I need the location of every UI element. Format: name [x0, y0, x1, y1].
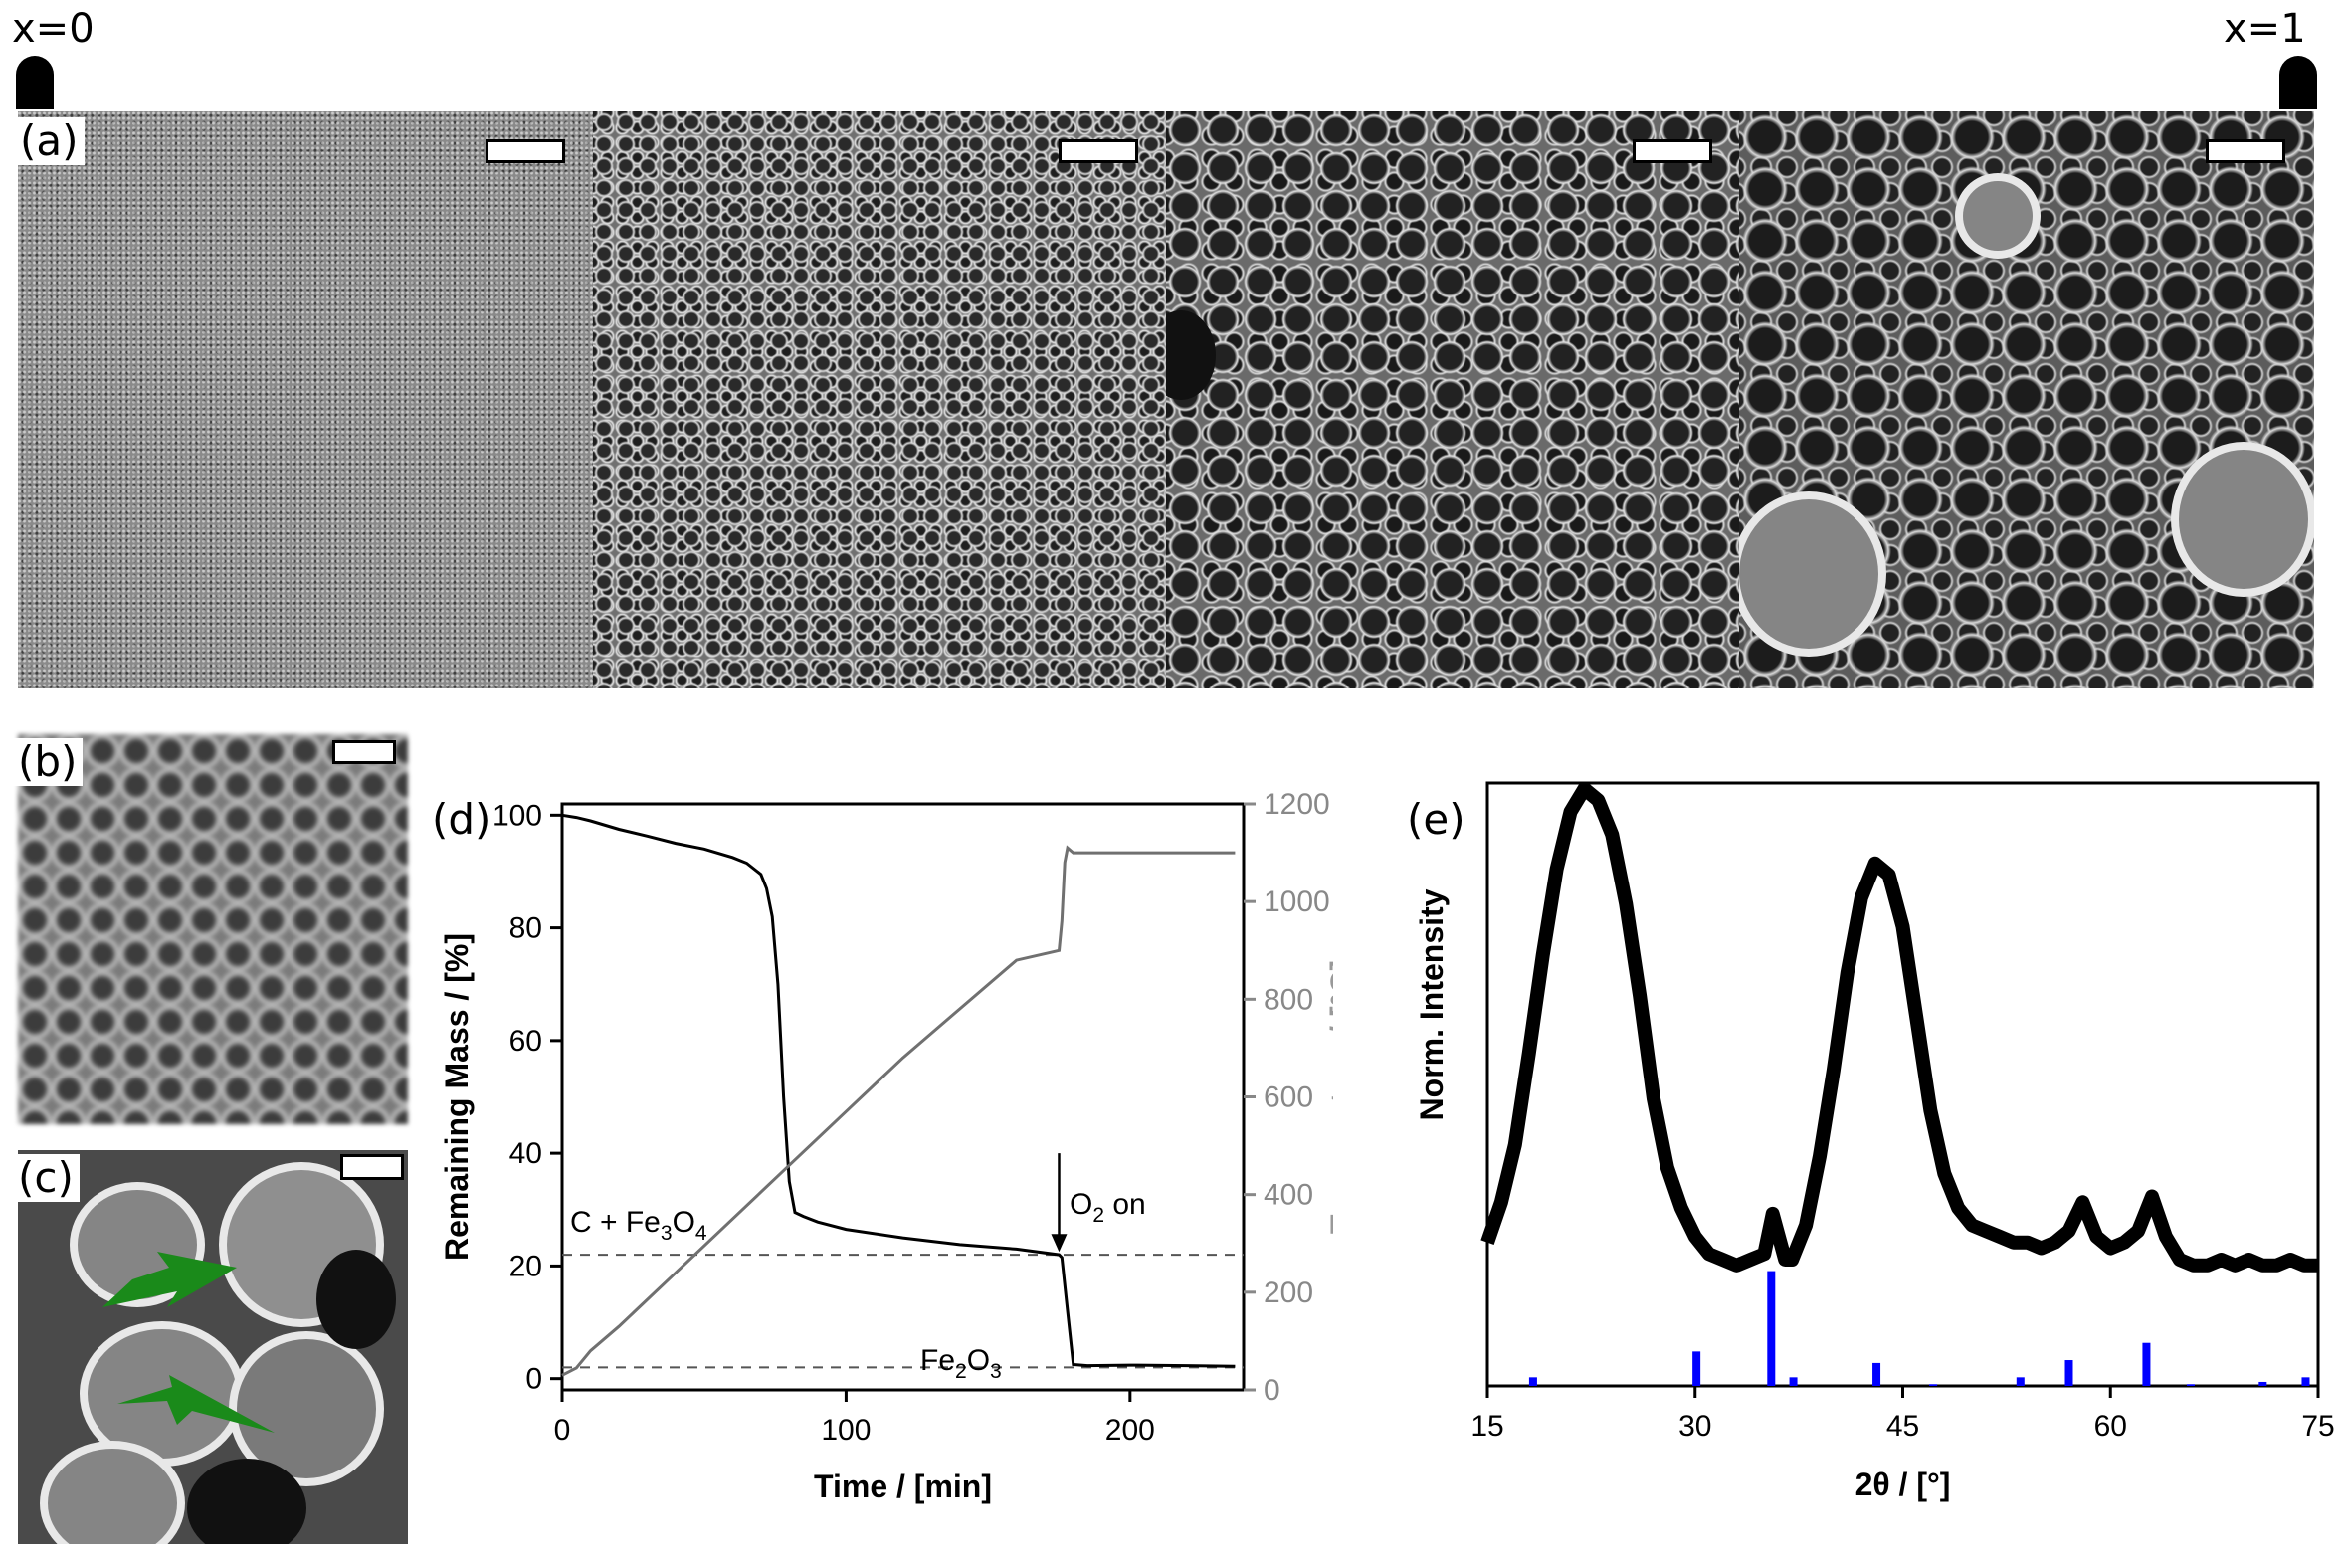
right-marker-icon [2279, 56, 2317, 109]
large-pore [1739, 499, 1878, 649]
y-tick-label: 100 [492, 799, 542, 832]
sem-image-b [18, 734, 408, 1124]
reference-bar [1528, 1377, 1537, 1386]
xrd-pattern-line [1480, 781, 2318, 1273]
reference-bar [1789, 1377, 1798, 1386]
x-axis-label: Time / [min] [814, 1469, 992, 1504]
scale-bar [2206, 139, 2285, 163]
o2-on-annotation: O2 on [1070, 1188, 1146, 1227]
pore [316, 1250, 396, 1349]
x-tick-label: 0 [554, 1414, 571, 1447]
reference-bar [2064, 1360, 2073, 1386]
y2-tick-label: 1200 [1264, 788, 1330, 821]
fe2o3-annotation: Fe2O3 [920, 1344, 1002, 1383]
y2-tick-label: 600 [1264, 1081, 1313, 1114]
panel-label-e: (e) [1407, 795, 1465, 844]
y2-tick-label: 200 [1264, 1276, 1313, 1309]
reference-bar [1767, 1271, 1776, 1386]
annotation-part: Fe [920, 1344, 955, 1377]
reference-bar [1872, 1362, 1881, 1386]
annotation-part: C + Fe [570, 1206, 661, 1239]
panel-label-a: (a) [14, 117, 85, 165]
annotation-part: 2 [955, 1360, 967, 1383]
annotation-part: O [1070, 1188, 1092, 1221]
green-arrow-icon [117, 1375, 275, 1433]
sem-image-a3 [1166, 111, 1739, 688]
scale-bar [1059, 139, 1138, 163]
x-equals-1-label: x=1 [2224, 6, 2306, 52]
left-marker-icon [16, 56, 54, 109]
mass-series-line [561, 813, 1236, 1368]
pore [48, 1449, 177, 1544]
sem-image-a2 [593, 111, 1166, 688]
x-tick-label: 200 [1105, 1414, 1155, 1447]
reference-bar [2186, 1384, 2195, 1386]
scale-bar [332, 740, 396, 764]
x-tick-label: 60 [2094, 1410, 2127, 1443]
y-tick-label: 20 [509, 1250, 542, 1282]
y2-tick-label: 1000 [1264, 885, 1330, 918]
y-tick-label: 0 [525, 1363, 542, 1396]
annotation-part: O [673, 1206, 695, 1239]
x-tick-label: 15 [1470, 1410, 1503, 1443]
annotation-part: 2 [1092, 1204, 1104, 1227]
x-tick-label: 45 [1886, 1410, 1919, 1443]
y2-tick-label: 400 [1264, 1179, 1313, 1212]
y-axis-label: Remaining Mass / [%] [439, 933, 475, 1261]
annotation-part: on [1104, 1188, 1146, 1221]
large-pore [1166, 310, 1216, 400]
reference-bar [2301, 1377, 2310, 1386]
y2-tick-label: 800 [1264, 983, 1313, 1016]
scale-bar [486, 139, 565, 163]
o2-arrow-head [1051, 1234, 1068, 1253]
reference-bar [1692, 1351, 1701, 1386]
y2-tick-label: 0 [1264, 1374, 1280, 1407]
plot-frame [1485, 781, 2320, 1388]
x-tick-label: 100 [821, 1414, 871, 1447]
y2-axis-label: Temperature / [°C] [1324, 960, 1333, 1234]
sem-image-a4 [1739, 111, 2314, 688]
scale-bar [340, 1154, 404, 1180]
pore [187, 1459, 306, 1544]
x-tick-label: 75 [2301, 1410, 2334, 1443]
y-tick-label: 80 [509, 912, 542, 945]
reference-bar [1929, 1384, 1938, 1386]
scale-bar [1633, 139, 1712, 163]
x-tick-label: 30 [1678, 1410, 1711, 1443]
chart-e: 15 30 45 60 75 2θ / [°] Norm. Intensity [1414, 781, 2335, 1502]
panel-label-c: (c) [12, 1154, 80, 1202]
reference-bar [2142, 1342, 2151, 1386]
annotation-part: 3 [661, 1222, 673, 1245]
y-tick-label: 40 [509, 1137, 542, 1170]
sem-image-c [18, 1150, 408, 1544]
annotation-part: O [967, 1344, 990, 1377]
x-axis-label: 2θ / [°] [1855, 1467, 1951, 1502]
panel-label-b: (b) [12, 738, 84, 786]
sem-image-a1 [18, 111, 593, 688]
temperature-series-line [561, 845, 1236, 1377]
y-tick-label: 60 [509, 1025, 542, 1058]
reference-bar [2016, 1377, 2025, 1386]
chart-d: 0 100 200020406080100020040060080010001200… [439, 788, 1333, 1504]
large-pore [2179, 450, 2308, 589]
pore [237, 1339, 376, 1478]
green-arrow-icon [102, 1252, 237, 1307]
plot-frame [560, 802, 1246, 1392]
x-equals-0-label: x=0 [12, 6, 95, 52]
reference-bar [2258, 1381, 2267, 1386]
c-fe3o4-annotation: C + Fe3O4 [570, 1206, 707, 1245]
panel-label-d: (d) [432, 795, 491, 844]
annotation-part: 3 [990, 1360, 1002, 1383]
annotation-part: 4 [695, 1222, 707, 1245]
large-pore [1963, 181, 2033, 251]
y-axis-label: Norm. Intensity [1414, 888, 1450, 1120]
green-arrows [102, 1252, 275, 1433]
